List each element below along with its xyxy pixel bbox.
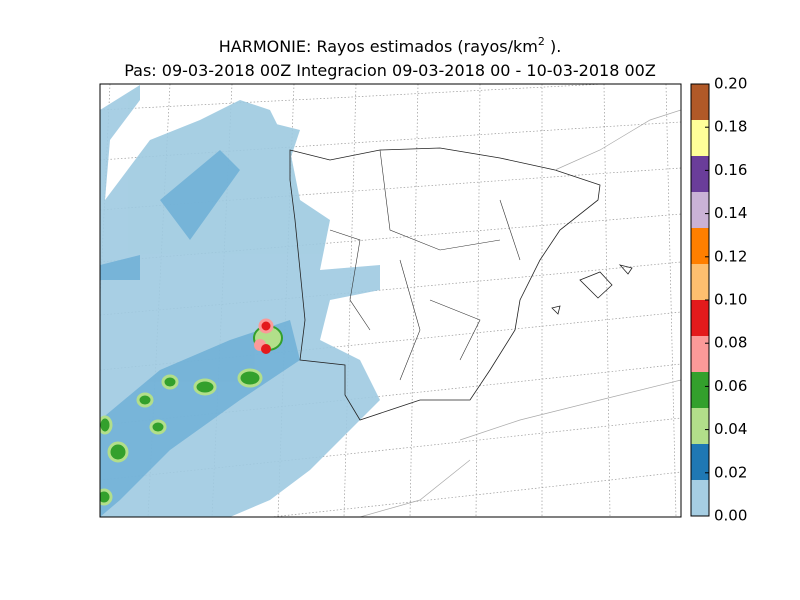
- colorbar-tick-label: 0.00: [714, 507, 747, 525]
- storm-cells: [100, 318, 283, 506]
- colorbar-tick-label: 0.02: [714, 463, 747, 481]
- subtitle: Pas: 09-03-2018 00Z Integracion 09-03-20…: [124, 61, 656, 80]
- province-borders: [329, 149, 521, 381]
- colorbar-tick-label: 0.10: [714, 291, 747, 309]
- colorbar-tick-label: 0.16: [714, 161, 747, 179]
- coastlines: [359, 109, 681, 517]
- colorbar-tick-label: 0.20: [714, 75, 747, 93]
- map: [100, 84, 681, 517]
- colorbar-tick-label: 0.06: [714, 377, 747, 395]
- colorbar-tick-label: 0.08: [714, 334, 747, 352]
- map-frame: [99, 83, 682, 518]
- title: HARMONIE: Rayos estimados (rayos/km2 ).: [219, 35, 562, 56]
- iberia-outline: [289, 147, 601, 421]
- balearic-islands: [551, 264, 633, 315]
- colorbar-tick-label: 0.12: [714, 247, 747, 265]
- colorbar-tick-label: 0.18: [714, 118, 747, 136]
- colorbar-tick-label: 0.14: [714, 204, 747, 222]
- colorbar-tick-label: 0.04: [714, 420, 747, 438]
